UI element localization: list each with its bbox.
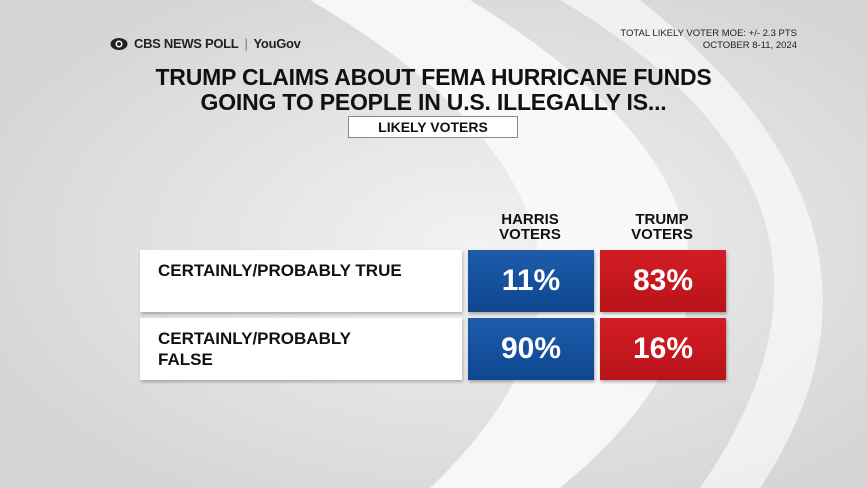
row-label-text: CERTAINLY/PROBABLY TRUE (158, 261, 402, 280)
separator: | (244, 36, 248, 51)
harris-cell: 90% (468, 318, 594, 380)
cbs-eye (110, 37, 128, 50)
subtitle: LIKELY VOTERS (348, 116, 518, 138)
partner: YouGov (253, 36, 301, 51)
title-line: TRUMP CLAIMS ABOUT FEMA HURRICANE FUNDS (155, 64, 712, 90)
date: OCTOBER 8-11, 2024 (702, 40, 797, 51)
row-label: CERTAINLY/PROBABLY FALSE (140, 318, 462, 380)
row-label-text: CERTAINLY/PROBABLY FALSE (158, 329, 351, 369)
moe: TOTAL LIKELY VOTER MOE: +/- 2.3 PTS (620, 28, 797, 39)
brand-text: CBS NEWS POLL (134, 36, 239, 51)
trump-cell: 16% (600, 318, 726, 380)
brand: CBS NEWS POLL | YouGov (110, 36, 301, 51)
column-header: HARRIS VOTERS (499, 211, 561, 243)
row-label: CERTAINLY/PROBABLY TRUE (140, 250, 462, 312)
column-header: TRUMP VOTERS (631, 211, 693, 243)
trump-cell: 83% (600, 250, 726, 312)
harris-cell: 11% (468, 250, 594, 312)
title-line: GOING TO PEOPLE IN U.S. ILLEGALLY IS... (200, 89, 667, 115)
